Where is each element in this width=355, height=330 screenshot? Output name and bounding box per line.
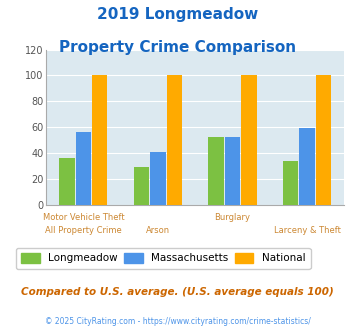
Legend: Longmeadow, Massachusetts, National: Longmeadow, Massachusetts, National bbox=[16, 248, 311, 269]
Bar bbox=[300, 128, 315, 205]
Bar bbox=[151, 151, 165, 205]
Bar bbox=[208, 137, 224, 205]
Text: Burglary: Burglary bbox=[214, 213, 251, 222]
Text: Motor Vehicle Theft: Motor Vehicle Theft bbox=[43, 213, 124, 222]
Bar bbox=[134, 167, 149, 205]
Bar bbox=[225, 137, 240, 205]
Text: All Property Crime: All Property Crime bbox=[45, 226, 122, 235]
Bar bbox=[76, 132, 91, 205]
Text: Compared to U.S. average. (U.S. average equals 100): Compared to U.S. average. (U.S. average … bbox=[21, 287, 334, 297]
Text: Larceny & Theft: Larceny & Theft bbox=[274, 226, 340, 235]
Text: © 2025 CityRating.com - https://www.cityrating.com/crime-statistics/: © 2025 CityRating.com - https://www.city… bbox=[45, 317, 310, 326]
Text: Arson: Arson bbox=[146, 226, 170, 235]
Bar bbox=[59, 158, 75, 205]
Bar bbox=[241, 75, 257, 205]
Text: 2019 Longmeadow: 2019 Longmeadow bbox=[97, 7, 258, 21]
Bar bbox=[167, 75, 182, 205]
Bar bbox=[92, 75, 108, 205]
Bar bbox=[283, 161, 298, 205]
Bar bbox=[316, 75, 331, 205]
Text: Property Crime Comparison: Property Crime Comparison bbox=[59, 40, 296, 54]
